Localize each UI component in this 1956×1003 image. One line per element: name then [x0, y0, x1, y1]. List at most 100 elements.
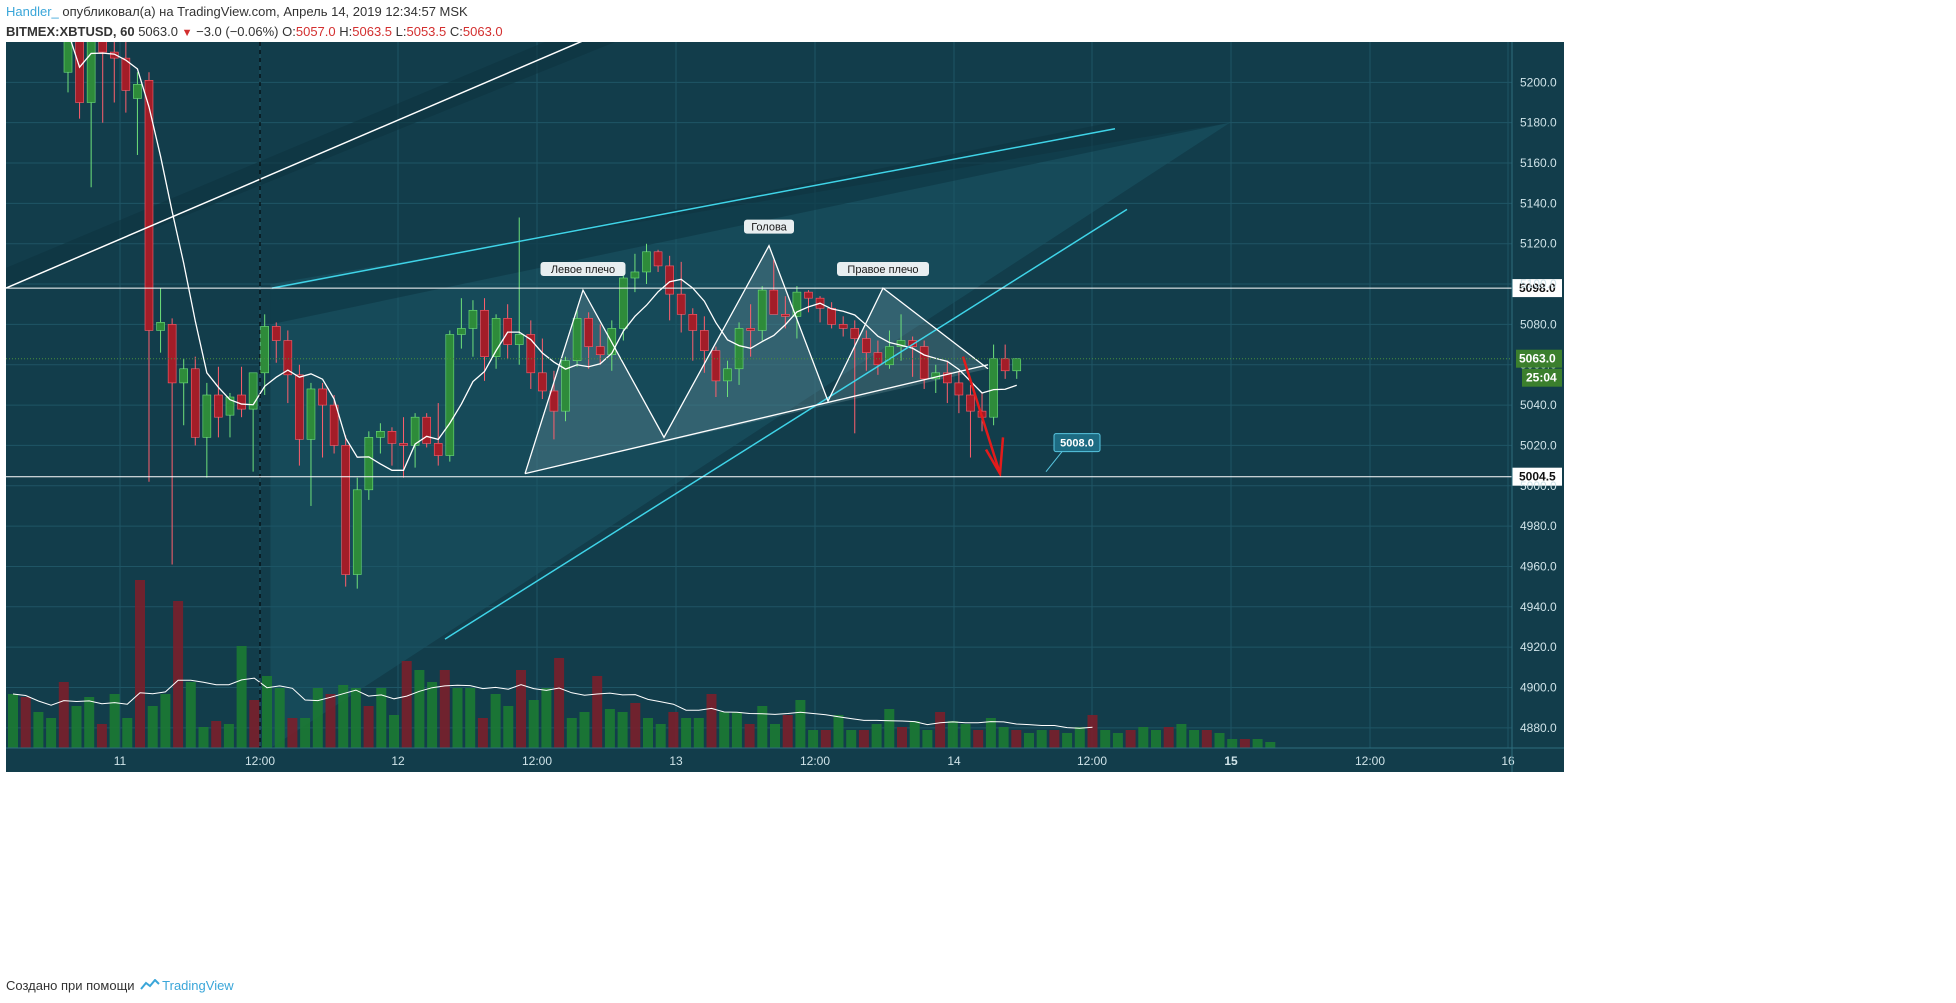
candle [352, 477, 362, 589]
candle [283, 330, 293, 404]
candle-body-down [271, 326, 281, 341]
pattern-label: Левое плечо [551, 264, 615, 276]
price-change: −3.0 (−0.06%) [196, 24, 279, 39]
candle [457, 298, 466, 349]
candle-body-down [873, 352, 883, 366]
candle-body-up [468, 309, 478, 329]
candle-body-up [896, 340, 906, 347]
volume-bar [973, 730, 984, 748]
pattern-label: Голова [751, 222, 787, 234]
callout-pointer [1045, 451, 1063, 472]
symbol-line: BITMEX:XBTUSD, 60 5063.0 ▼ −3.0 (−0.06%)… [6, 22, 1946, 42]
candle-body-down [538, 372, 547, 392]
candle [214, 366, 223, 438]
candle-body-up [86, 42, 96, 103]
close-value: 5063.0 [462, 24, 503, 39]
volume-bar [401, 661, 412, 748]
candle-body-down [769, 289, 779, 315]
countdown-label: 25:04 [1526, 371, 1557, 385]
price-moving-average [70, 42, 1017, 471]
cyan-channel-bottom[interactable] [444, 208, 1128, 640]
candle-body-up [156, 322, 165, 331]
candle-body-up [1012, 358, 1022, 372]
candle-body-down [595, 346, 605, 355]
candle [526, 320, 536, 389]
candle-body-down [549, 390, 559, 412]
candle [838, 316, 848, 337]
chart-header: Handler_ опубликовал(а) на TradingView.c… [6, 2, 1946, 42]
price-axis-tick: 4940.0 [1520, 600, 1557, 614]
candle-body-up [642, 251, 651, 273]
volume-bar [643, 718, 653, 748]
volume-bar [376, 688, 387, 748]
price-axis-tick: 5120.0 [1520, 237, 1557, 251]
candle-body-up [445, 334, 455, 456]
candle-body-down [167, 324, 177, 384]
candle [804, 290, 813, 313]
high-label: H: [339, 24, 353, 39]
volume-bar [668, 712, 679, 748]
candle-body-down [109, 51, 119, 59]
price-axis-tick: 4960.0 [1520, 559, 1557, 573]
volume-bar [1024, 733, 1034, 748]
candle-body-down [237, 394, 246, 410]
candle-body-up [734, 328, 744, 370]
candle-body-up [514, 334, 524, 345]
down-arrow-icon[interactable] [961, 356, 1002, 475]
candle [1012, 358, 1022, 379]
volume-bar [770, 724, 780, 748]
candles [63, 42, 1022, 589]
candle-body-up [376, 431, 385, 438]
level-price-label: 5098.0 [1519, 281, 1556, 295]
candle [202, 382, 212, 478]
neckline[interactable] [524, 364, 989, 475]
candle [341, 435, 350, 587]
volume-bar [135, 580, 145, 748]
time-axis-tick: 12:00 [800, 754, 830, 768]
time-axis-background [6, 748, 1564, 772]
ohlc-readout: 5063.0 ▼ −3.0 (−0.06%) O:5057.0 H:5063.5… [138, 24, 502, 39]
candle [329, 395, 339, 454]
volume-bar [452, 688, 463, 748]
pattern-label-box [837, 262, 929, 277]
candle-body-down [422, 416, 431, 444]
candle-body-up [723, 368, 732, 382]
tradingview-brand-link[interactable]: TradingView [162, 978, 234, 993]
volume-bar [833, 715, 844, 748]
low-label: L: [395, 24, 407, 39]
candle-body-down [526, 334, 536, 374]
publish-info: опубликовал(а) на TradingView.com, Апрел… [62, 4, 468, 19]
candle-body-up [561, 360, 570, 412]
candle-body-up [306, 388, 316, 440]
volume-bar [1138, 727, 1149, 748]
candle [468, 300, 478, 357]
white-trendline[interactable] [5, 42, 665, 289]
candle-body-up [179, 368, 188, 384]
candle-body-up [757, 289, 767, 331]
candle [711, 346, 721, 398]
rising-channel-fill [270, 122, 1231, 748]
candle [433, 403, 443, 466]
candle [98, 42, 108, 123]
candle-body-down [711, 350, 721, 382]
arrow-head-icon[interactable] [984, 437, 1005, 478]
trend-drawings[interactable] [5, 42, 1128, 748]
pattern-label-box [744, 219, 794, 234]
symbol-label[interactable]: BITMEX:XBTUSD, 60 [6, 24, 135, 39]
volume-bar [33, 712, 44, 748]
volume-bar [1011, 730, 1022, 748]
author-link[interactable]: Handler_ [6, 4, 59, 19]
volume-bar [1062, 733, 1073, 748]
candle-body-down [700, 330, 709, 351]
volume-bar [249, 700, 260, 748]
candle-body-down [387, 431, 397, 444]
volume-bar [1087, 715, 1098, 748]
price-chart[interactable]: 5098.0 5004.5 Левое плечо Голова Правое плеч… [0, 42, 1956, 972]
volume-bar [820, 730, 831, 748]
volume-bar [719, 712, 730, 748]
volume-bar [884, 709, 895, 748]
candle [190, 356, 200, 446]
volume-moving-average [12, 677, 1093, 729]
volume-bar [693, 718, 704, 748]
cyan-channel-top[interactable] [271, 128, 1116, 289]
